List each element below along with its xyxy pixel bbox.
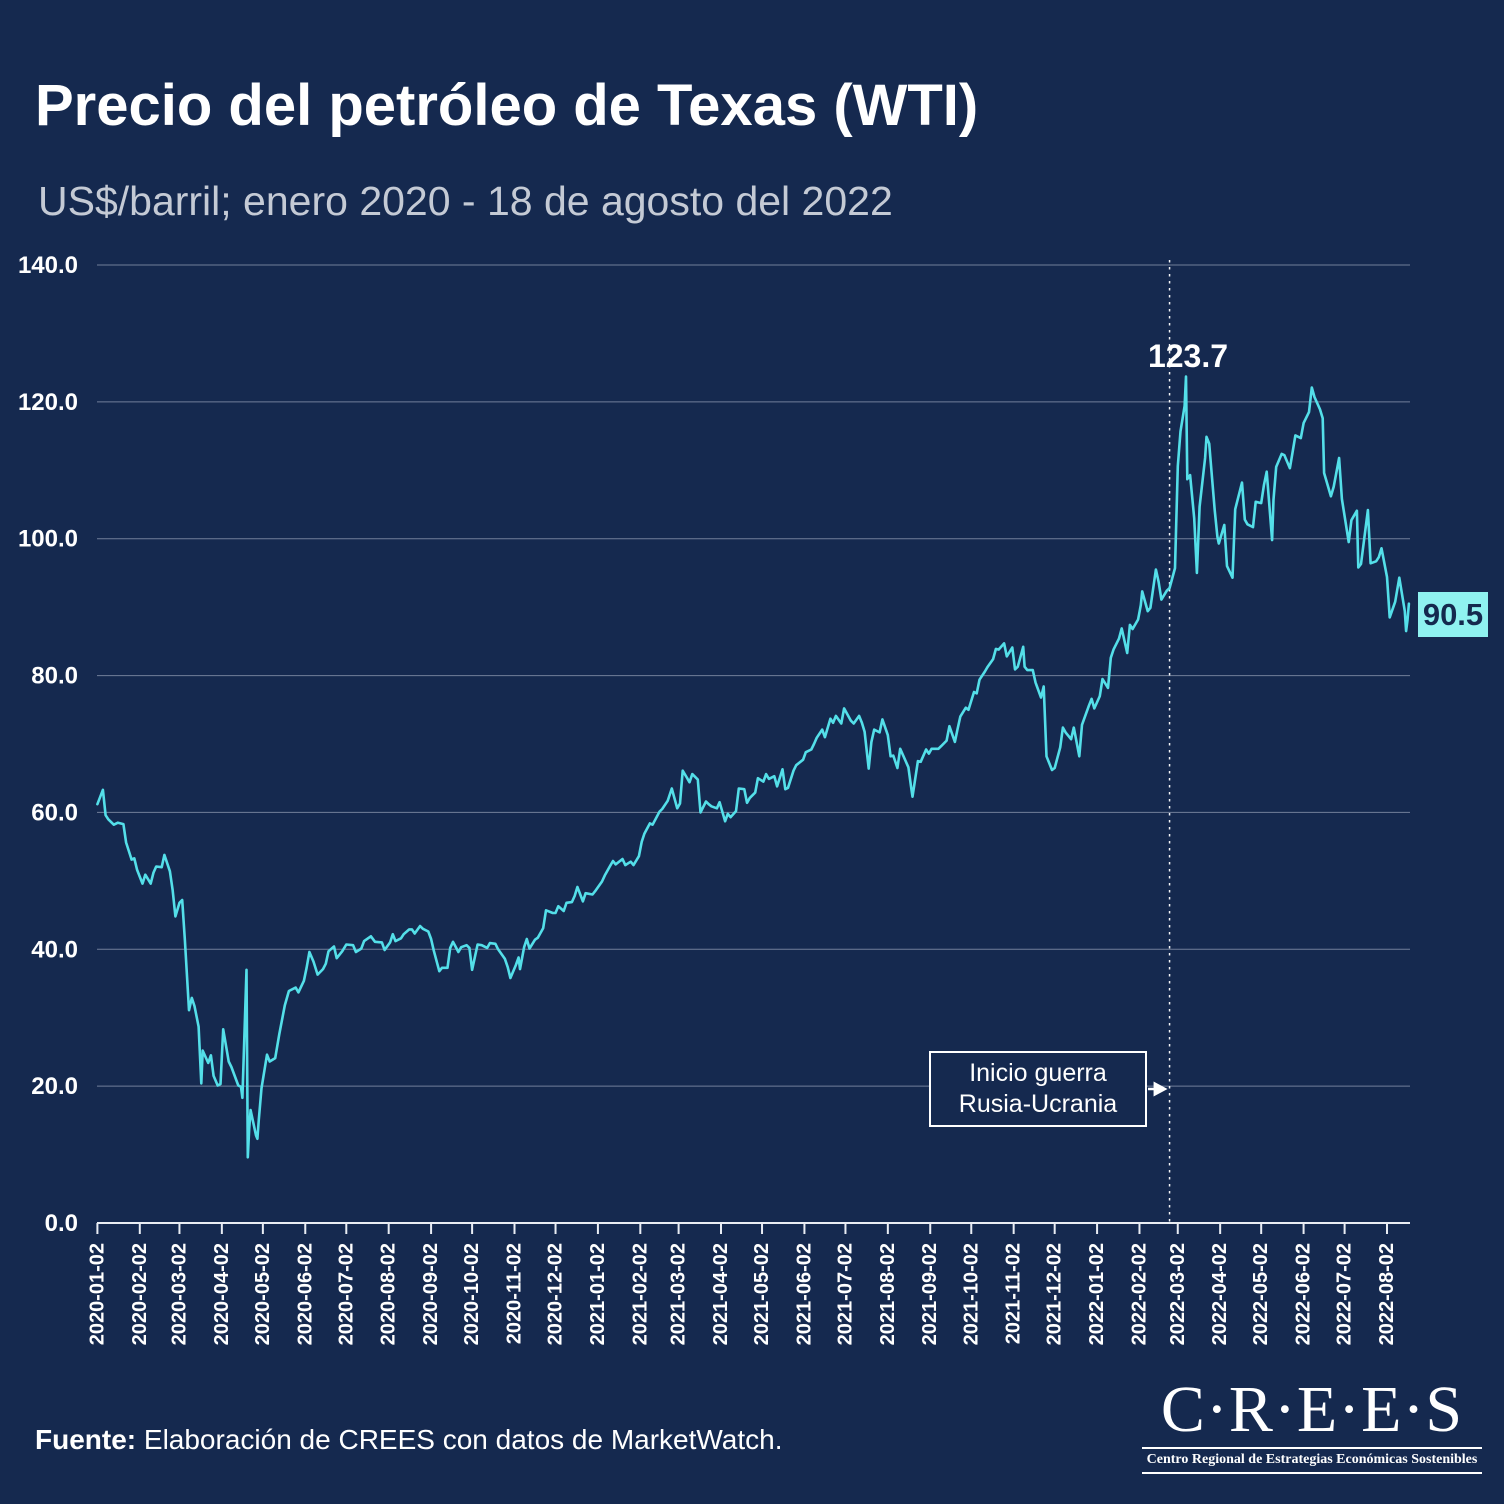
x-tick-label: 2022-01-02 <box>1086 1243 1108 1345</box>
x-tick-label: 2020-01-02 <box>86 1243 108 1345</box>
x-tick-label: 2020-03-02 <box>168 1243 190 1345</box>
crees-logo-tagline: Centro Regional de Estrategias Económica… <box>1146 1452 1478 1467</box>
x-tick-label: 2020-06-02 <box>294 1243 316 1345</box>
x-tick-label: 2020-09-02 <box>420 1243 442 1345</box>
y-tick-label: 100.0 <box>18 526 78 553</box>
war-event-annotation-box: Inicio guerra Rusia-Ucrania <box>929 1051 1147 1127</box>
x-tick-label: 2022-04-02 <box>1209 1243 1231 1345</box>
chart-subtitle: US$/barril; enero 2020 - 18 de agosto de… <box>38 178 893 224</box>
x-tick-label: 2022-08-02 <box>1376 1243 1398 1345</box>
x-tick-label: 2020-11-02 <box>504 1243 526 1344</box>
x-tick-label: 2020-10-02 <box>461 1243 483 1345</box>
x-tick-label: 2021-10-02 <box>960 1243 982 1345</box>
wti-price-series-line <box>96 375 1411 1159</box>
x-tick-label: 2021-05-02 <box>751 1243 773 1345</box>
annotation-arrow-head <box>1153 1081 1168 1097</box>
x-tick-label: 2021-04-02 <box>710 1243 732 1345</box>
x-tick-label: 2020-08-02 <box>378 1243 400 1345</box>
x-tick-label: 2020-07-02 <box>335 1243 357 1345</box>
peak-value-label: 123.7 <box>1147 338 1229 374</box>
source-text: Elaboración de CREES con datos de Market… <box>136 1424 783 1455</box>
x-tick-label: 2022-07-02 <box>1334 1243 1356 1345</box>
x-tick-label: 2021-01-02 <box>587 1243 609 1345</box>
y-tick-label: 140.0 <box>18 252 78 279</box>
x-tick-label: 2020-04-02 <box>211 1243 233 1345</box>
x-tick-label: 2021-08-02 <box>877 1243 899 1345</box>
source-label: Fuente: <box>35 1424 137 1455</box>
x-tick-label: 2021-03-02 <box>668 1243 690 1345</box>
x-tick-label: 2021-02-02 <box>629 1243 651 1345</box>
crees-logo-acronym: C·R·E·E·S <box>1160 1373 1464 1446</box>
x-tick-label: 2020-05-02 <box>252 1243 274 1345</box>
x-tick-label: 2022-03-02 <box>1167 1243 1189 1345</box>
x-tick-label: 2021-06-02 <box>793 1243 815 1345</box>
x-tick-label: 2021-12-02 <box>1044 1243 1066 1345</box>
latest-value-badge: 90.5 <box>1418 592 1488 637</box>
x-tick-label: 2021-07-02 <box>834 1243 856 1345</box>
y-tick-label: 40.0 <box>31 936 78 963</box>
x-tick-label: 2021-11-02 <box>1003 1243 1025 1344</box>
x-tick-label: 2022-05-02 <box>1250 1243 1272 1345</box>
event-annotation-line1: Inicio guerra <box>969 1059 1107 1087</box>
logo-divider-bottom <box>1142 1472 1482 1474</box>
x-tick-label: 2021-09-02 <box>919 1243 941 1345</box>
y-tick-label: 120.0 <box>18 389 78 416</box>
logo-divider-top <box>1142 1447 1482 1449</box>
y-tick-label: 20.0 <box>31 1073 78 1100</box>
crees-logo: C·R·E·E·S Centro Regional de Estrategias… <box>1140 1377 1484 1474</box>
x-tick-label: 2020-12-02 <box>545 1243 567 1345</box>
source-note: Fuente: Elaboración de CREES con datos d… <box>35 1424 783 1456</box>
page-title: Precio del petróleo de Texas (WTI) <box>35 73 979 138</box>
event-annotation-line2: Rusia-Ucrania <box>958 1090 1118 1118</box>
x-tick-label: 2022-02-02 <box>1128 1243 1150 1345</box>
x-tick-label: 2020-02-02 <box>129 1243 151 1345</box>
y-tick-label: 80.0 <box>31 663 78 690</box>
y-tick-label: 0.0 <box>45 1210 78 1237</box>
x-tick-label: 2022-06-02 <box>1293 1243 1315 1345</box>
y-tick-label: 60.0 <box>31 799 78 826</box>
